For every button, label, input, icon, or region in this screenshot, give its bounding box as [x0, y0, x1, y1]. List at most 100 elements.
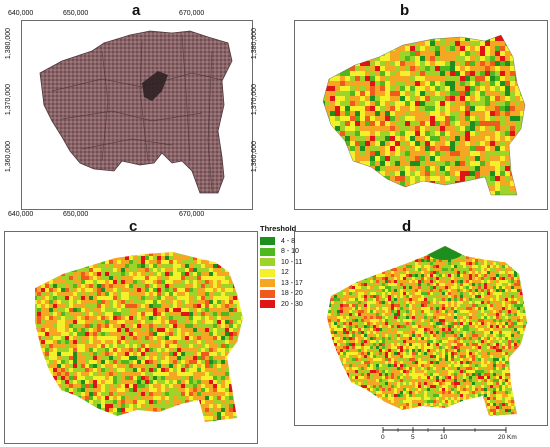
raster-cell [470, 146, 475, 151]
raster-cell [161, 260, 165, 264]
raster-cell [233, 388, 237, 392]
raster-cell [221, 364, 225, 368]
raster-cell [233, 380, 237, 384]
raster-cell [33, 244, 37, 248]
raster-cell [29, 272, 33, 276]
raster-cell [445, 166, 450, 171]
raster-cell [93, 300, 97, 304]
raster-cell [61, 276, 65, 280]
raster-cell [25, 232, 29, 236]
raster-cell [145, 368, 149, 372]
raster-cell [475, 161, 480, 166]
raster-cell [430, 156, 435, 161]
raster-cell [520, 46, 525, 51]
raster-cell [480, 151, 485, 156]
raster-cell [490, 111, 495, 116]
raster-cell [169, 324, 173, 328]
raster-cell [355, 141, 360, 146]
raster-cell [335, 96, 340, 101]
raster-cell [29, 324, 33, 328]
raster-cell [81, 368, 85, 372]
raster-cell [173, 364, 177, 368]
raster-cell [177, 264, 181, 268]
raster-cell [535, 106, 540, 111]
raster-cell [330, 121, 335, 126]
raster-cell [5, 268, 9, 272]
raster-cell [475, 96, 480, 101]
raster-cell [315, 46, 320, 51]
raster-cell [315, 166, 320, 171]
raster-cell [470, 196, 475, 201]
raster-cell [17, 316, 21, 320]
raster-cell [325, 171, 330, 176]
raster-cell [323, 176, 325, 181]
raster-cell [241, 272, 243, 276]
raster-cell [370, 126, 375, 131]
raster-cell [35, 388, 37, 392]
raster-cell [485, 26, 490, 31]
raster-cell [395, 141, 400, 146]
raster-cell [323, 71, 325, 76]
raster-cell [345, 206, 350, 209]
raster-cell [520, 61, 525, 66]
raster-cell [500, 181, 505, 186]
raster-cell [65, 392, 69, 396]
raster-cell [520, 206, 525, 209]
raster-cell [395, 106, 400, 111]
raster-cell [221, 336, 225, 340]
raster-cell [360, 166, 365, 171]
raster-cell [89, 268, 93, 272]
raster-cell [161, 252, 165, 256]
raster-cell [169, 300, 173, 304]
raster-cell [380, 86, 385, 91]
raster-cell [395, 81, 400, 86]
raster-cell [101, 332, 105, 336]
raster-cell [325, 151, 330, 156]
raster-cell [145, 268, 149, 272]
raster-cell [169, 328, 173, 332]
raster-cell [169, 420, 173, 422]
raster-cell [77, 420, 81, 422]
raster-cell [380, 166, 385, 171]
raster-cell [161, 312, 165, 316]
raster-cell [89, 336, 93, 340]
raster-cell [205, 380, 209, 384]
raster-cell [510, 101, 515, 106]
raster-cell [5, 320, 9, 324]
raster-cell [137, 352, 141, 356]
raster-cell [193, 252, 197, 256]
raster-cell [340, 106, 345, 111]
raster-cell [340, 46, 345, 51]
raster-cell [385, 81, 390, 86]
raster-cell [345, 41, 350, 46]
raster-cell [161, 404, 165, 408]
raster-cell [300, 181, 305, 186]
raster-cell [41, 268, 45, 272]
raster-cell [385, 156, 390, 161]
raster-cell [380, 131, 385, 136]
raster-cell [310, 51, 315, 56]
raster-cell [221, 332, 225, 336]
raster-cell [201, 248, 205, 252]
raster-cell [97, 380, 101, 384]
raster-cell [485, 141, 490, 146]
raster-cell [101, 272, 105, 276]
raster-cell [45, 304, 49, 308]
raster-cell [241, 384, 243, 388]
raster-cell [35, 400, 37, 404]
raster-cell [13, 412, 17, 416]
raster-cell [181, 404, 185, 408]
raster-cell [161, 232, 165, 236]
raster-cell [485, 166, 490, 171]
raster-cell [13, 304, 17, 308]
raster-cell [157, 248, 161, 252]
raster-cell [205, 388, 209, 392]
raster-cell [415, 121, 420, 126]
raster-cell [237, 360, 241, 364]
raster-cell [495, 126, 500, 131]
raster-cell [101, 364, 105, 368]
raster-cell [245, 276, 249, 280]
raster-cell [41, 352, 45, 356]
raster-cell [460, 106, 465, 111]
raster-cell [189, 276, 193, 280]
